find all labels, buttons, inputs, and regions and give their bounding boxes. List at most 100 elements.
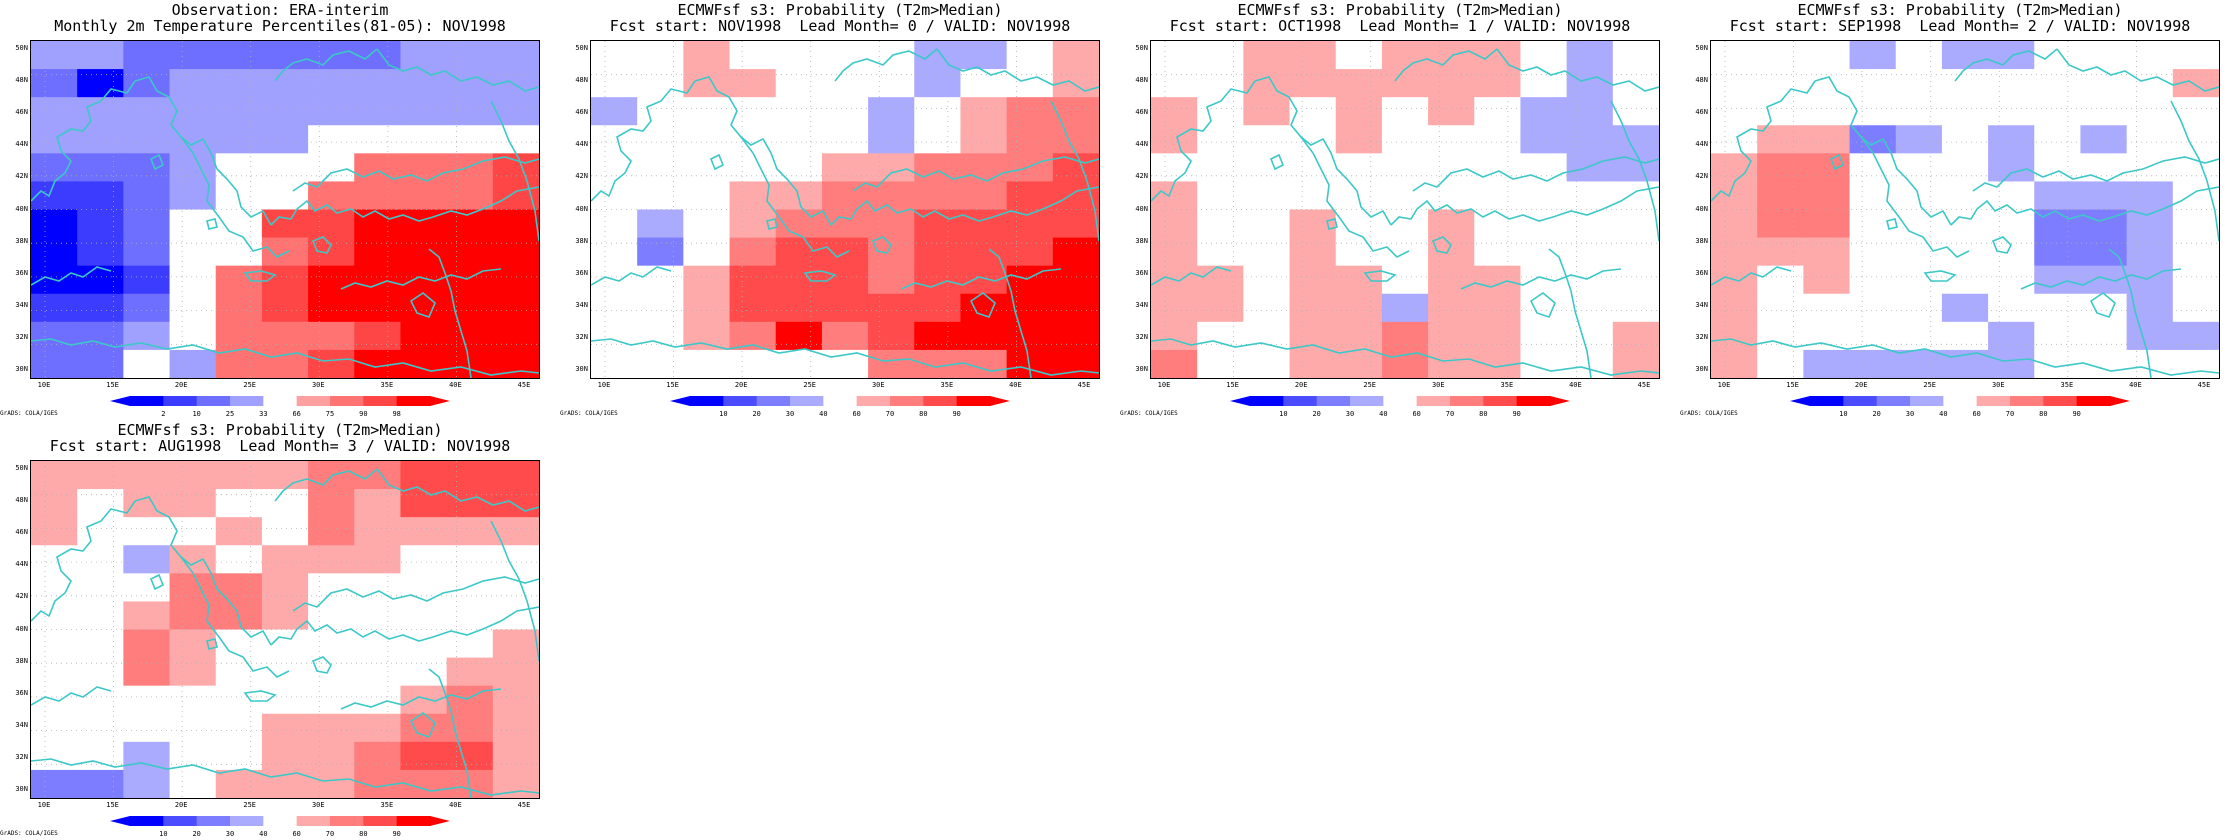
latitude-tick-label: 48N: [15, 496, 28, 505]
grid-cell: [400, 97, 448, 126]
grid-cell: [492, 713, 539, 743]
grid-cell: [1612, 125, 1659, 154]
latitude-tick-label: 46N: [575, 108, 588, 117]
grid-cell: [683, 125, 731, 154]
grid-cell: [446, 237, 494, 267]
grid-cell: [1289, 153, 1337, 183]
grid-cell: [354, 209, 402, 239]
coastline: [591, 266, 672, 286]
grid-cell: [215, 321, 263, 351]
grid-cell: [446, 321, 494, 351]
coastline: [1394, 48, 1498, 82]
grid-cell: [1381, 153, 1429, 183]
grid-cell: [1335, 181, 1383, 211]
colorbar-label: 30: [1346, 410, 1354, 418]
grid-cell: [354, 517, 402, 546]
coastline: [709, 153, 725, 171]
map-panel: ECMWFsf s3: Probability (T2m>Median) Fcst…: [1680, 0, 2240, 420]
grid-cell: [2172, 209, 2219, 239]
coastline: [340, 688, 502, 710]
grid-cell: [1711, 181, 1758, 211]
grid-cell: [683, 209, 731, 239]
grid-cell: [1895, 265, 1943, 295]
grid-cell: [1895, 125, 1943, 154]
grid-cell: [1566, 97, 1614, 126]
grid-cell: [2034, 97, 2082, 126]
grid-cell: [77, 573, 124, 603]
coastline: [1300, 136, 1410, 258]
grid-cell: [1803, 321, 1851, 351]
grid-cell: [354, 545, 402, 574]
grid-cell: [868, 349, 915, 378]
grid-cell: [2080, 293, 2128, 323]
grid-cell: [1757, 41, 1804, 70]
grid-cell: [960, 181, 1008, 211]
latitude-tick-label: 42N: [575, 172, 588, 181]
coastline: [31, 80, 136, 202]
grid-cell: [215, 293, 263, 323]
latitude-tick-label: 46N: [15, 108, 28, 117]
grid-cell: [123, 685, 171, 715]
latitude-tick-label: 44N: [1695, 140, 1708, 149]
grid-cell: [446, 741, 494, 771]
grid-cell: [683, 181, 731, 211]
coastline: [31, 266, 112, 286]
grid-cell: [1612, 97, 1659, 126]
latitude-tick-label: 42N: [15, 172, 28, 181]
grid-cell: [2080, 237, 2128, 267]
colorbar-label: 25: [226, 410, 234, 418]
grid-cell: [683, 41, 731, 70]
grid-cell: [1520, 97, 1568, 126]
grid-cell: [1335, 349, 1383, 378]
grid-cell: [1757, 209, 1804, 239]
coastline: [31, 338, 539, 376]
grid-cell: [1520, 153, 1568, 183]
colorbar-swatch: [163, 816, 198, 826]
coastline: [1991, 236, 2012, 254]
longitude-tick-label: 40E: [2129, 381, 2142, 389]
latitude-tick-label: 38N: [575, 236, 588, 245]
grid-cell: [775, 209, 823, 239]
grid-cell: [591, 209, 638, 239]
colorbar-swatch: [296, 816, 331, 826]
grid-cell: [354, 41, 402, 70]
colorbar-label: 20: [752, 410, 760, 418]
colorbar-swatch: [1910, 396, 1944, 406]
grid-cell: [914, 209, 962, 239]
grid-cell: [591, 153, 638, 183]
grid-cell: [1474, 265, 1522, 295]
grid-cell: [492, 265, 539, 295]
longitude-tick-label: 40E: [1009, 381, 1022, 389]
grid-cell: [261, 741, 309, 771]
colorbar-swatch: [756, 396, 791, 406]
grid-cell: [446, 657, 494, 687]
colorbar-swatch: [130, 816, 164, 826]
grid-cell: [31, 629, 78, 659]
grid-cell: [2034, 237, 2082, 267]
grid-cell: [1988, 321, 2035, 351]
grid-cell: [308, 629, 355, 659]
colorbar-swatch: [1516, 396, 1551, 406]
colorbar-swatch: [230, 396, 264, 406]
grid-cell: [1803, 97, 1851, 126]
grid-cell: [1711, 41, 1758, 70]
longitude-tick-label: 15E: [106, 801, 119, 809]
grid-cell: [492, 629, 539, 659]
grid-cell: [1520, 181, 1568, 211]
grid-cell: [446, 461, 494, 490]
grid-cell: [1803, 265, 1851, 295]
grid-cell: [1335, 69, 1383, 98]
colorbar-low-arrow: [110, 396, 130, 406]
grid-cell: [1428, 321, 1475, 351]
colorbar-label: 30: [226, 830, 234, 838]
grid-cell: [1289, 321, 1337, 351]
grid-cell: [1895, 153, 1943, 183]
longitude-tick-label: 10E: [1157, 381, 1171, 389]
latitude-tick-label: 44N: [15, 140, 28, 149]
grid-cell: [1757, 237, 1804, 267]
grid-cell: [215, 349, 263, 378]
grid-cell: [1289, 265, 1337, 295]
colorbar-label: 90: [359, 410, 367, 418]
grid-cell: [637, 321, 684, 351]
grid-cell: [1520, 321, 1568, 351]
